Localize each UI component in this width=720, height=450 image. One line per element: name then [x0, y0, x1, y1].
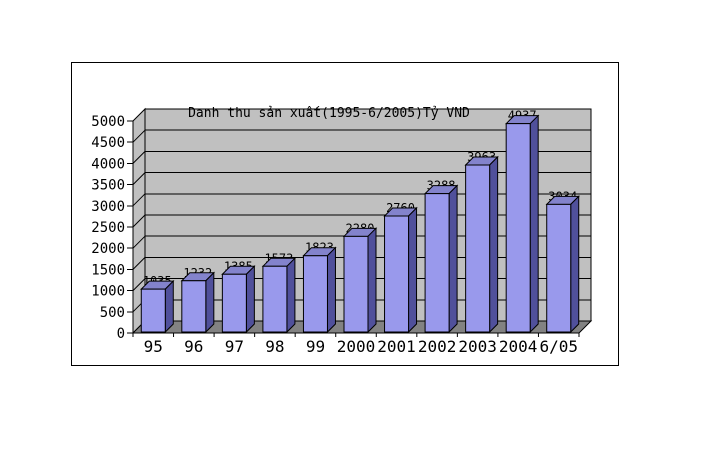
bar-front-face: [505, 123, 531, 333]
bar-side-face: [529, 114, 539, 334]
x-axis-label: 2004: [499, 337, 538, 356]
y-tick-label: 0: [117, 326, 125, 342]
bar-front-face: [465, 164, 491, 333]
bar-front-face: [302, 255, 328, 333]
chart-title: Danh thu sản xuất(1995-6/2005)Tỷ VND: [188, 106, 470, 121]
x-axis-label: 2001: [377, 337, 416, 356]
bar-99[interactable]: [302, 246, 337, 334]
bar-front-face: [140, 288, 166, 333]
bar-98[interactable]: [261, 257, 297, 334]
bar-side-face: [326, 246, 336, 334]
y-tick-label: 1000: [91, 284, 125, 300]
grid-connector: [132, 278, 146, 291]
bar-2001[interactable]: [383, 206, 418, 334]
bar-6/05[interactable]: [545, 195, 580, 334]
x-axis-label: 97: [225, 337, 244, 356]
grid-connector: [132, 129, 146, 143]
x-axis-label: 2003: [458, 337, 497, 356]
y-tick-label: 2000: [91, 241, 125, 257]
y-tick-label: 4000: [91, 156, 125, 172]
grid-connector: [132, 214, 146, 228]
x-axis-label: 95: [144, 337, 163, 356]
bar-95[interactable]: [140, 279, 175, 334]
grid-connector: [132, 151, 146, 164]
grid-connector: [132, 172, 146, 185]
x-axis-label: 6/05: [539, 337, 578, 356]
y-tick-label: 3500: [91, 178, 125, 194]
y-tick-label: 3000: [91, 199, 125, 215]
y-tick-label: 500: [100, 305, 125, 321]
bar-side-face: [286, 257, 296, 334]
bar-2003[interactable]: [464, 155, 499, 334]
x-axis-label: 98: [265, 337, 284, 356]
grid-connector: [132, 257, 146, 270]
x-axis-label: 2000: [337, 337, 376, 356]
bar-front-face: [221, 273, 247, 333]
bar-front-face: [262, 265, 288, 333]
bar-side-face: [245, 265, 255, 334]
bar-97[interactable]: [221, 265, 256, 334]
bar-2004[interactable]: [504, 114, 540, 334]
x-axis-label: 96: [184, 337, 203, 356]
y-tick-label: 2500: [91, 220, 125, 236]
bar-2002[interactable]: [423, 184, 459, 334]
x-axis-label: 99: [306, 337, 325, 356]
grid-connector: [132, 193, 146, 207]
bar-side-face: [164, 279, 174, 334]
bar-front-face: [384, 215, 410, 333]
bar-side-face: [408, 206, 418, 334]
bar-front-face: [424, 193, 450, 333]
bar-96[interactable]: [180, 271, 216, 334]
grid-connector: [132, 235, 146, 249]
bar-front-face: [343, 235, 369, 333]
x-axis-label: 2002: [418, 337, 457, 356]
bar-front-face: [181, 280, 207, 333]
bar-side-face: [489, 155, 499, 334]
y-tick-label: 4500: [91, 135, 125, 151]
bar-side-face: [570, 195, 580, 334]
bar-2000[interactable]: [342, 227, 378, 334]
bar-front-face: [546, 203, 572, 333]
y-tick-label: 5000: [91, 114, 125, 130]
bar-side-face: [205, 271, 215, 334]
y-tick-label: 1500: [91, 262, 125, 278]
bar-side-face: [448, 184, 458, 334]
bar-side-face: [367, 227, 377, 334]
